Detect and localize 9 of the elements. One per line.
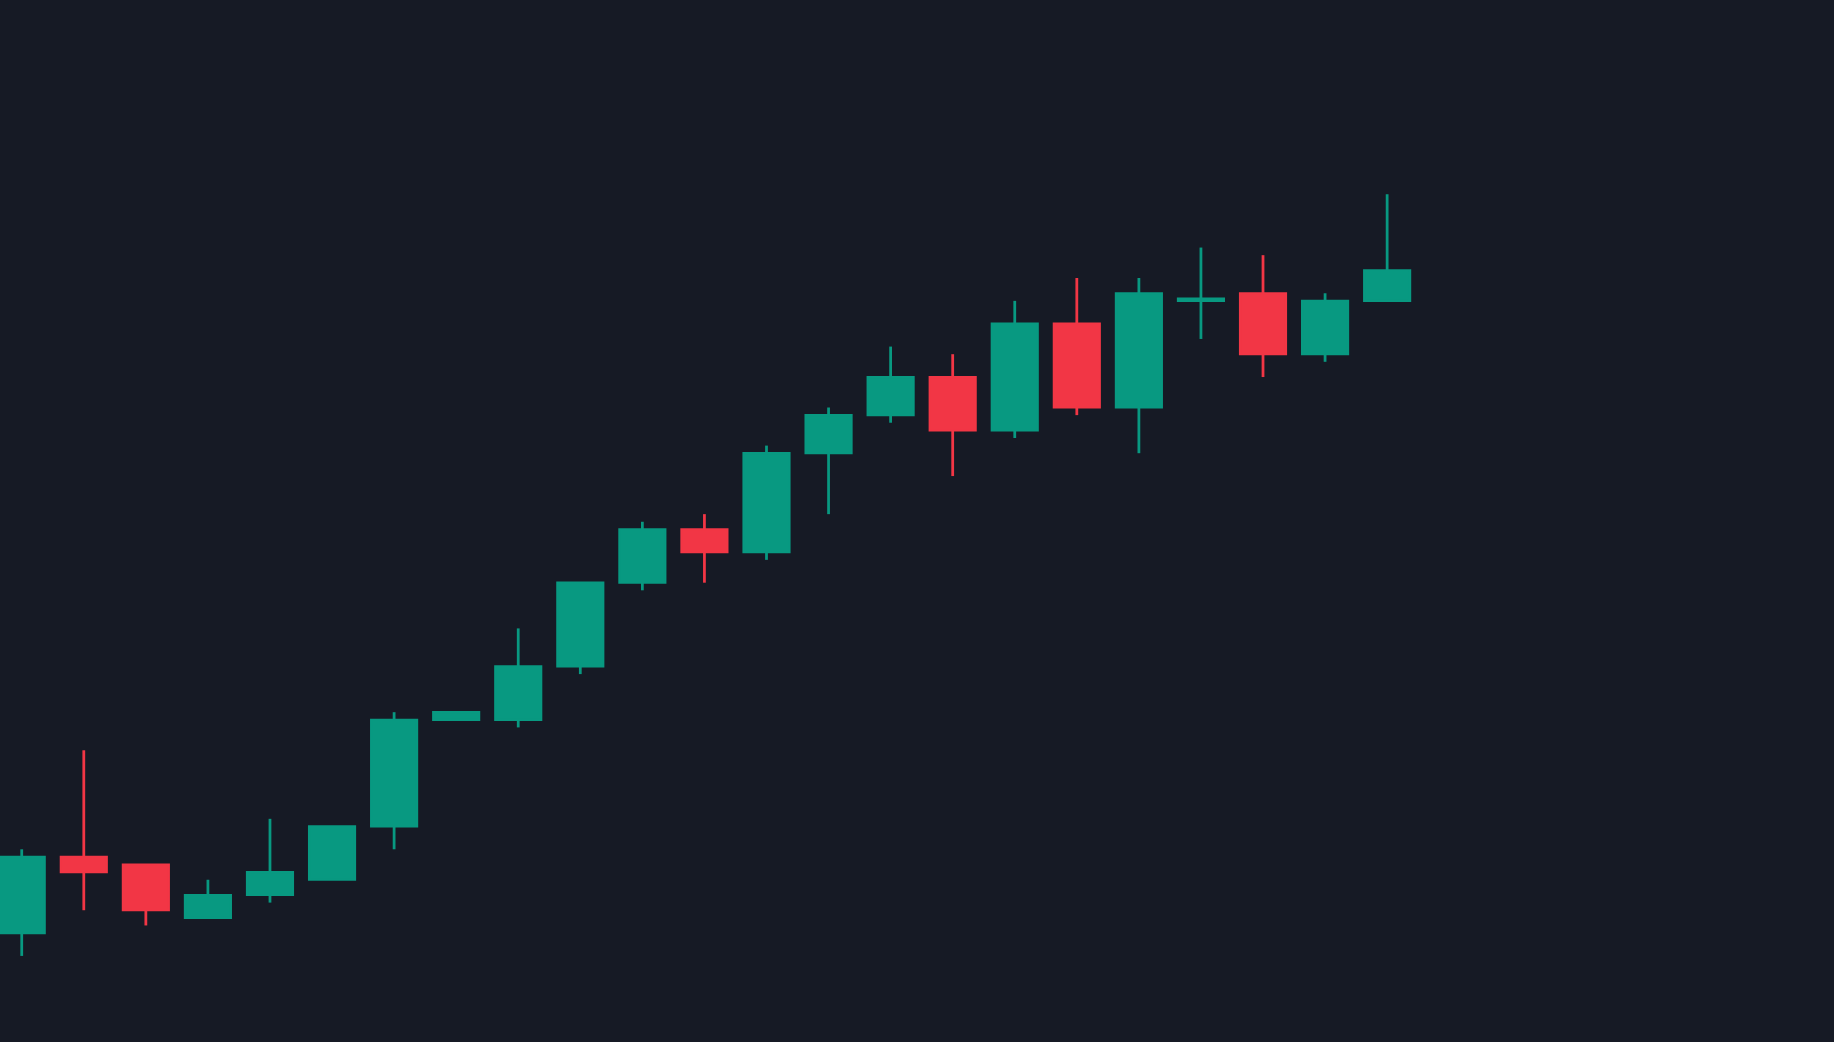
candlestick (245, 817, 295, 904)
candlestick (183, 878, 232, 920)
candlestick (1176, 246, 1226, 341)
candlestick (804, 406, 853, 516)
candlestick (121, 863, 170, 927)
candlestick (1363, 192, 1412, 303)
candlestick (866, 345, 915, 425)
candlestick (59, 748, 108, 912)
candlestick (680, 512, 729, 585)
